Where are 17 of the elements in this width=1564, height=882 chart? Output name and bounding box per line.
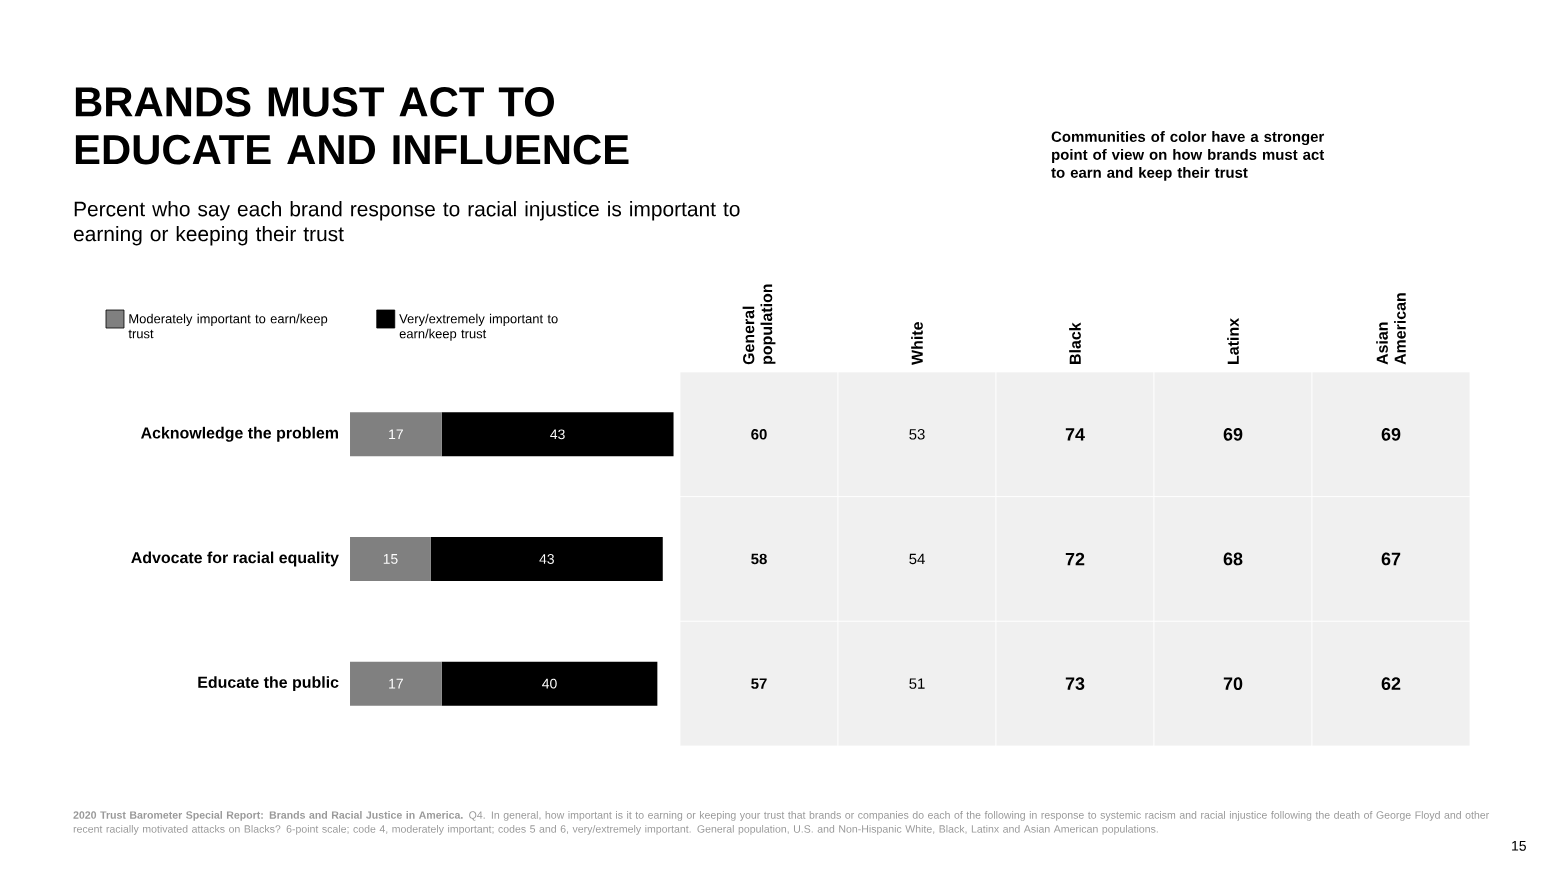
chart-subtitle: Percent who say each brand response to racial injustice is important to earning or keeping their trust: [73, 201, 740, 246]
bar: [441, 412, 674, 457]
bar: [430, 536, 663, 581]
data-label: 70: [1223, 677, 1243, 690]
chart-title: BRANDS MUST ACT TO EDUCATE AND INFLUENCE: [75, 87, 629, 165]
data-label: 69: [1223, 427, 1243, 441]
bar: [350, 661, 442, 706]
data-label: 72: [1065, 552, 1085, 566]
data-label: 67: [1381, 552, 1401, 566]
data-label: 62: [1381, 677, 1401, 690]
bar: [441, 661, 658, 706]
data-label: 73: [1065, 677, 1085, 690]
bar: [350, 536, 431, 581]
data-label: 69: [1381, 427, 1401, 441]
data-label: 74: [1065, 428, 1085, 441]
data-label: 68: [1223, 552, 1243, 566]
bar: [350, 412, 442, 457]
